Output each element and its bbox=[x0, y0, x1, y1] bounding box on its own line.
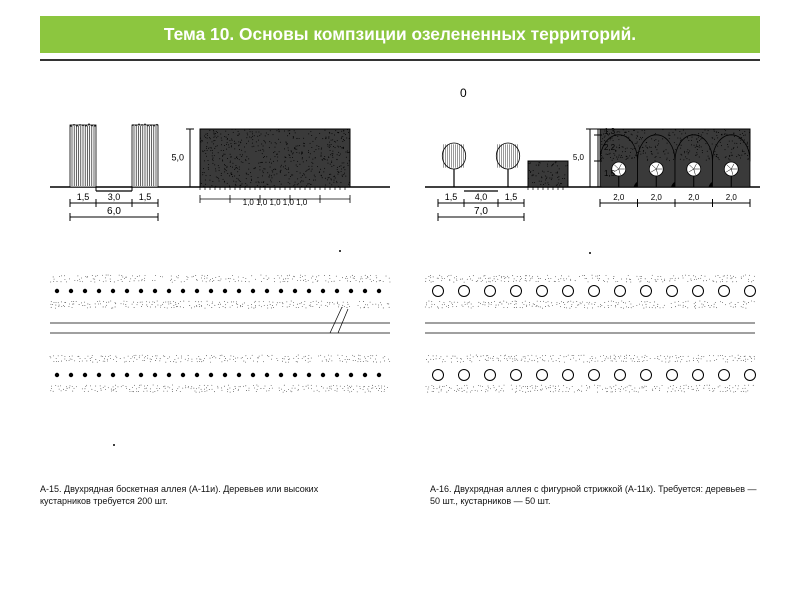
caption-left: А-15. Двухрядная боскетная аллея (А-11и)… bbox=[40, 483, 370, 507]
svg-text:7,0: 7,0 bbox=[474, 206, 488, 217]
svg-text:1,3: 1,3 bbox=[604, 127, 616, 136]
svg-text:1,5: 1,5 bbox=[139, 192, 152, 202]
svg-text:1,5: 1,5 bbox=[604, 169, 616, 178]
header-title: Тема 10. Основы компзиции озелененных те… bbox=[164, 24, 636, 44]
svg-text:6,0: 6,0 bbox=[107, 206, 121, 217]
captions-row: А-15. Двухрядная боскетная аллея (А-11и)… bbox=[40, 483, 760, 507]
caption-right: А-16. Двухрядная аллея с фигурной стрижк… bbox=[430, 483, 760, 507]
svg-text:0: 0 bbox=[460, 86, 467, 100]
svg-text:1,5: 1,5 bbox=[505, 192, 518, 202]
svg-text:1,5: 1,5 bbox=[77, 192, 90, 202]
svg-text:5,0: 5,0 bbox=[573, 153, 585, 162]
figure-area: 5,01,53,01,56,01,0 1,0 1,0 1,0 1,005,01,… bbox=[30, 75, 770, 475]
svg-text:2,0: 2,0 bbox=[613, 193, 625, 202]
svg-text:3,0: 3,0 bbox=[108, 192, 121, 202]
svg-text:1,5: 1,5 bbox=[445, 192, 458, 202]
page-header: Тема 10. Основы компзиции озелененных те… bbox=[40, 16, 760, 53]
svg-text:2,2: 2,2 bbox=[604, 143, 616, 152]
svg-text:4,0: 4,0 bbox=[475, 192, 488, 202]
svg-text:2,0: 2,0 bbox=[651, 193, 663, 202]
svg-text:2,0: 2,0 bbox=[688, 193, 700, 202]
header-rule bbox=[40, 59, 760, 61]
svg-text:2,0: 2,0 bbox=[726, 193, 738, 202]
figure-svg: 5,01,53,01,56,01,0 1,0 1,0 1,0 1,005,01,… bbox=[30, 75, 770, 475]
svg-text:5,0: 5,0 bbox=[171, 152, 184, 162]
